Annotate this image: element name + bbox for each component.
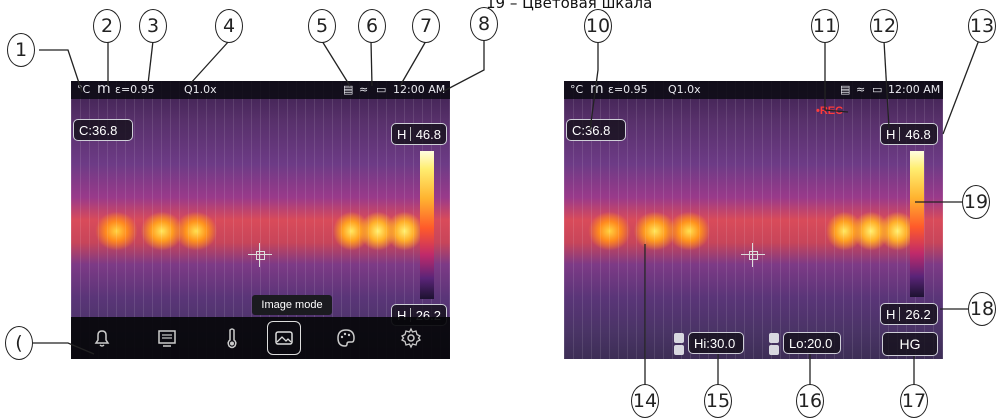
callout-14: 14 [631,384,659,418]
callout-15: 15 [704,384,732,418]
hi-alarm-field[interactable]: Hi:30.0 [688,332,744,354]
clock: 12:00 AM [393,83,446,96]
center-crosshair [248,243,272,267]
callout-18: 18 [968,292,996,326]
status-bar: °C m ε=0.95 Q1.0x ▤ ≈ ▭ 12:00 AM [564,81,943,99]
emissivity-indicator: ε=0.95 [608,83,648,96]
callout-8: 8 [470,7,498,41]
center-crosshair [741,243,765,267]
callout-menu: ( [5,326,33,360]
status-bar: °C m ε=0.95 Q1.0x ▤ ≈ ▭ 12:00 AM [71,81,450,99]
callout-5: 5 [308,9,336,43]
sd-card-icon: ▤ [343,83,354,96]
high-temp-label: H 46.8 [880,123,938,145]
low-temp-label: H 26.2 [880,303,938,325]
center-temp-label: C:36.8 [73,119,133,141]
zoom-indicator: Q1.0x [668,83,701,96]
hg-button[interactable]: HG [882,332,938,356]
callout-4: 4 [215,9,243,43]
color-scale-bar [420,151,434,299]
callout-2: 2 [93,9,121,43]
image-mode-icon[interactable] [267,321,301,355]
settings-gear-icon[interactable] [394,321,428,355]
center-temp-label: C:36.8 [566,119,626,141]
clock: 12:00 AM [888,83,941,96]
lo-alarm-field[interactable]: Lo:20.0 [783,332,841,354]
wifi-icon: ≈ [856,83,866,96]
thermal-image [564,81,943,359]
thermometer-icon[interactable] [215,321,249,355]
measure-mode-indicator: m [590,81,604,97]
callout-11: 11 [811,9,839,43]
zoom-indicator: Q1.0x [184,83,217,96]
callout-7: 7 [412,9,440,43]
callout-3: 3 [139,9,167,43]
figure-caption: 19 – Цветовая шкала [486,0,653,12]
callout-13: 13 [968,9,996,43]
display-menu-icon[interactable] [150,321,184,355]
callout-16: 16 [796,384,824,418]
callout-19: 19 [962,185,990,219]
palette-icon[interactable] [329,321,363,355]
sd-card-icon: ▤ [840,83,851,96]
callout-10: 10 [584,9,612,43]
emissivity-indicator: ε=0.95 [115,83,155,96]
alarm-bell-icon[interactable] [85,321,119,355]
right-camera-screen: °C m ε=0.95 Q1.0x ▤ ≈ ▭ 12:00 AM •REC C:… [564,81,943,359]
high-temp-label: H 46.8 [391,123,447,145]
callout-1: 1 [7,33,35,67]
measure-mode-indicator: m [97,81,111,97]
mode-tooltip: Image mode [252,295,332,315]
color-scale-bar [910,151,924,297]
callout-17: 17 [900,384,928,418]
battery-icon: ▭ [872,83,883,96]
left-camera-screen: °C m ε=0.95 Q1.0x ▤ ≈ ▭ 12:00 AM C:36.8 … [71,81,450,359]
hi-stepper[interactable] [674,333,684,355]
wifi-icon: ≈ [359,83,369,96]
battery-icon: ▭ [376,83,387,96]
lo-stepper[interactable] [769,333,779,355]
bottom-toolbar [71,317,450,359]
callout-12: 12 [870,9,898,43]
callout-6: 6 [358,9,386,43]
unit-indicator: °C [570,83,584,96]
